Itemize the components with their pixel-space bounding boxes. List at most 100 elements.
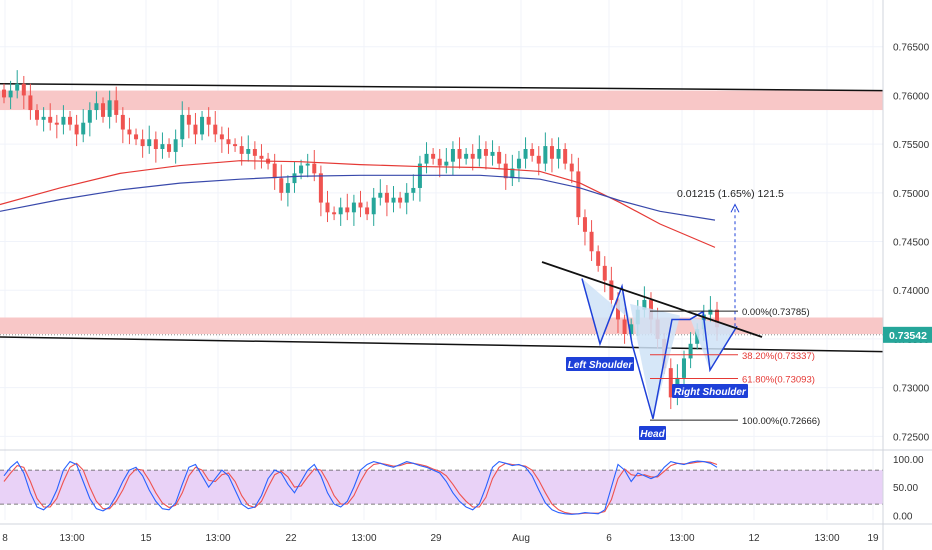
candle-body	[48, 116, 53, 123]
moving-average-blue	[0, 174, 716, 221]
candle-body	[147, 139, 152, 147]
candle-body	[68, 116, 73, 125]
candle-body	[61, 116, 66, 125]
candle-body	[629, 324, 634, 335]
pattern-label: Right Shoulder	[674, 387, 747, 398]
time-tick-label: 22	[285, 533, 297, 544]
pattern-label-box	[639, 426, 666, 440]
moving-average-red	[0, 160, 716, 248]
candle-body	[21, 83, 26, 96]
candle-body	[431, 153, 436, 159]
candle-body	[134, 134, 139, 140]
time-tick-label: Aug	[512, 533, 530, 544]
candle-body	[615, 299, 620, 320]
right-shoulder-fill	[690, 317, 737, 371]
candle-body	[384, 192, 389, 203]
candle-body	[219, 134, 224, 140]
candle-body	[503, 163, 508, 179]
candle-body	[549, 146, 554, 159]
candle-body	[35, 110, 40, 120]
candle-body	[233, 144, 238, 147]
candle-body	[252, 149, 257, 156]
candle-body	[470, 153, 475, 159]
candle-body	[120, 114, 125, 130]
oscillator-tick-label: 0.00	[893, 511, 913, 522]
time-tick-label: 29	[430, 533, 442, 544]
candle-body	[127, 129, 132, 135]
candle-body	[530, 149, 535, 156]
candle-body	[516, 158, 521, 169]
price-tick-label: 0.72500	[893, 432, 930, 443]
candle-body	[15, 83, 20, 91]
candle-body	[582, 217, 587, 232]
candle-body	[556, 149, 561, 159]
time-tick-label: 13:00	[205, 533, 230, 544]
time-tick-label: 13:00	[669, 533, 694, 544]
candle-body	[668, 368, 673, 398]
candle-body	[404, 192, 409, 203]
candle-body	[569, 163, 574, 172]
stochastic-oscillator	[0, 460, 883, 515]
time-tick-label: 13:00	[814, 533, 839, 544]
oscillator-tick-label: 100.00	[893, 455, 924, 466]
candle-body	[642, 299, 647, 310]
candle-body	[351, 202, 356, 213]
candle-body	[464, 153, 469, 159]
candle-body	[622, 319, 627, 335]
candle-body	[246, 149, 251, 154]
candle-body	[54, 122, 59, 125]
candle-body	[180, 114, 185, 140]
candle-body	[41, 116, 46, 120]
candle-body	[305, 163, 310, 166]
candle-body	[365, 207, 370, 215]
candle-body	[299, 165, 304, 174]
candle-body	[81, 122, 86, 135]
candle-body	[708, 309, 713, 315]
time-tick-label: 12	[748, 533, 760, 544]
price-tick-label: 0.74000	[893, 286, 930, 297]
price-tick-label: 0.76000	[893, 91, 930, 102]
candle-body	[345, 207, 350, 213]
stoch-k-line	[3, 460, 718, 515]
candle-body	[450, 149, 455, 162]
price-tick-label: 0.74500	[893, 238, 930, 249]
left-shoulder-fill	[582, 278, 630, 344]
candle-body	[490, 151, 495, 156]
time-tick-label: 13:00	[351, 533, 376, 544]
candle-body	[140, 139, 145, 147]
candle-body	[87, 110, 92, 123]
price-tick-label: 0.75000	[893, 189, 930, 200]
price-tick-label: 0.75500	[893, 140, 930, 151]
candle-body	[213, 124, 218, 135]
candle-body	[477, 149, 482, 159]
candle-body	[523, 149, 528, 159]
time-tick-label: 15	[140, 533, 152, 544]
neckline	[541, 261, 763, 338]
measure-arrow	[730, 203, 740, 213]
current-price-label: 0.73542	[889, 330, 927, 342]
candle-body	[167, 144, 172, 152]
head-fill	[630, 303, 680, 419]
moving-averages	[0, 160, 716, 248]
candle-body	[160, 144, 165, 150]
candle-body	[715, 309, 719, 328]
candle-body	[114, 100, 119, 115]
upper-channel-line	[0, 83, 884, 92]
current-price-badge	[883, 326, 932, 343]
candle-body	[94, 103, 99, 111]
candle-body	[8, 90, 13, 98]
candle-body	[206, 116, 211, 125]
candle-body	[193, 124, 198, 135]
fib-label: 0.00%(0.73785)	[742, 307, 810, 318]
candle-body	[259, 155, 264, 159]
candle-body	[411, 187, 416, 193]
time-tick-label: 13:00	[59, 533, 84, 544]
candle-body	[200, 116, 205, 135]
fib-label: 38.20%(0.73337)	[742, 351, 815, 362]
inverse-head-shoulders-pattern: 0.00%(0.73785) 38.20%(0.73337) 61.80%(0.73…	[541, 188, 820, 440]
candle-body	[272, 163, 277, 179]
candle-body	[107, 100, 112, 117]
pattern-zigzag	[581, 278, 738, 419]
